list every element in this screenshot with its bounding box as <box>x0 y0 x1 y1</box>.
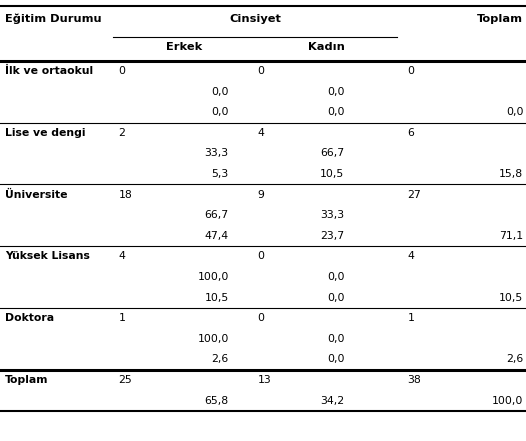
Text: Kadın: Kadın <box>308 42 345 52</box>
Text: 1: 1 <box>408 313 414 323</box>
Text: 4: 4 <box>258 128 265 138</box>
Text: Toplam: Toplam <box>5 375 49 385</box>
Text: 1: 1 <box>118 313 125 323</box>
Text: 0,0: 0,0 <box>327 107 345 117</box>
Text: 10,5: 10,5 <box>205 292 229 303</box>
Text: 0: 0 <box>258 251 265 262</box>
Text: 18: 18 <box>118 190 132 200</box>
Text: 0,0: 0,0 <box>211 87 229 97</box>
Text: 13: 13 <box>258 375 271 385</box>
Text: 33,3: 33,3 <box>205 149 229 158</box>
Text: 2,6: 2,6 <box>506 354 523 364</box>
Text: 100,0: 100,0 <box>197 272 229 282</box>
Text: Lise ve dengi: Lise ve dengi <box>5 128 86 138</box>
Text: 0,0: 0,0 <box>327 334 345 344</box>
Text: 4: 4 <box>408 251 414 262</box>
Text: Cinsiyet: Cinsiyet <box>229 14 281 23</box>
Text: 0: 0 <box>118 66 125 76</box>
Text: 38: 38 <box>408 375 421 385</box>
Text: 10,5: 10,5 <box>320 169 345 179</box>
Text: 0,0: 0,0 <box>211 107 229 117</box>
Text: 0,0: 0,0 <box>506 107 523 117</box>
Text: 71,1: 71,1 <box>499 231 523 241</box>
Text: 15,8: 15,8 <box>499 169 523 179</box>
Text: 0,0: 0,0 <box>327 87 345 97</box>
Text: 0,0: 0,0 <box>327 292 345 303</box>
Text: 2,6: 2,6 <box>211 354 229 364</box>
Text: 0,0: 0,0 <box>327 354 345 364</box>
Text: 10,5: 10,5 <box>499 292 523 303</box>
Text: 33,3: 33,3 <box>320 210 345 220</box>
Text: 66,7: 66,7 <box>320 149 345 158</box>
Text: 23,7: 23,7 <box>320 231 345 241</box>
Text: Üniversite: Üniversite <box>5 190 68 200</box>
Text: 0: 0 <box>408 66 414 76</box>
Text: 0: 0 <box>258 66 265 76</box>
Text: Toplam: Toplam <box>478 14 523 23</box>
Text: Eğitim Durumu: Eğitim Durumu <box>5 13 102 24</box>
Text: 6: 6 <box>408 128 414 138</box>
Text: 2: 2 <box>118 128 125 138</box>
Text: Doktora: Doktora <box>5 313 54 323</box>
Text: Erkek: Erkek <box>166 42 202 52</box>
Text: 100,0: 100,0 <box>492 396 523 406</box>
Text: 27: 27 <box>408 190 421 200</box>
Text: Yüksek Lisans: Yüksek Lisans <box>5 251 90 262</box>
Text: 0: 0 <box>258 313 265 323</box>
Text: 25: 25 <box>118 375 132 385</box>
Text: 65,8: 65,8 <box>205 396 229 406</box>
Text: 34,2: 34,2 <box>320 396 345 406</box>
Text: İlk ve ortaokul: İlk ve ortaokul <box>5 66 94 76</box>
Text: 100,0: 100,0 <box>197 334 229 344</box>
Text: 5,3: 5,3 <box>211 169 229 179</box>
Text: 66,7: 66,7 <box>205 210 229 220</box>
Text: 9: 9 <box>258 190 265 200</box>
Text: 0,0: 0,0 <box>327 272 345 282</box>
Text: 4: 4 <box>118 251 125 262</box>
Text: 47,4: 47,4 <box>205 231 229 241</box>
